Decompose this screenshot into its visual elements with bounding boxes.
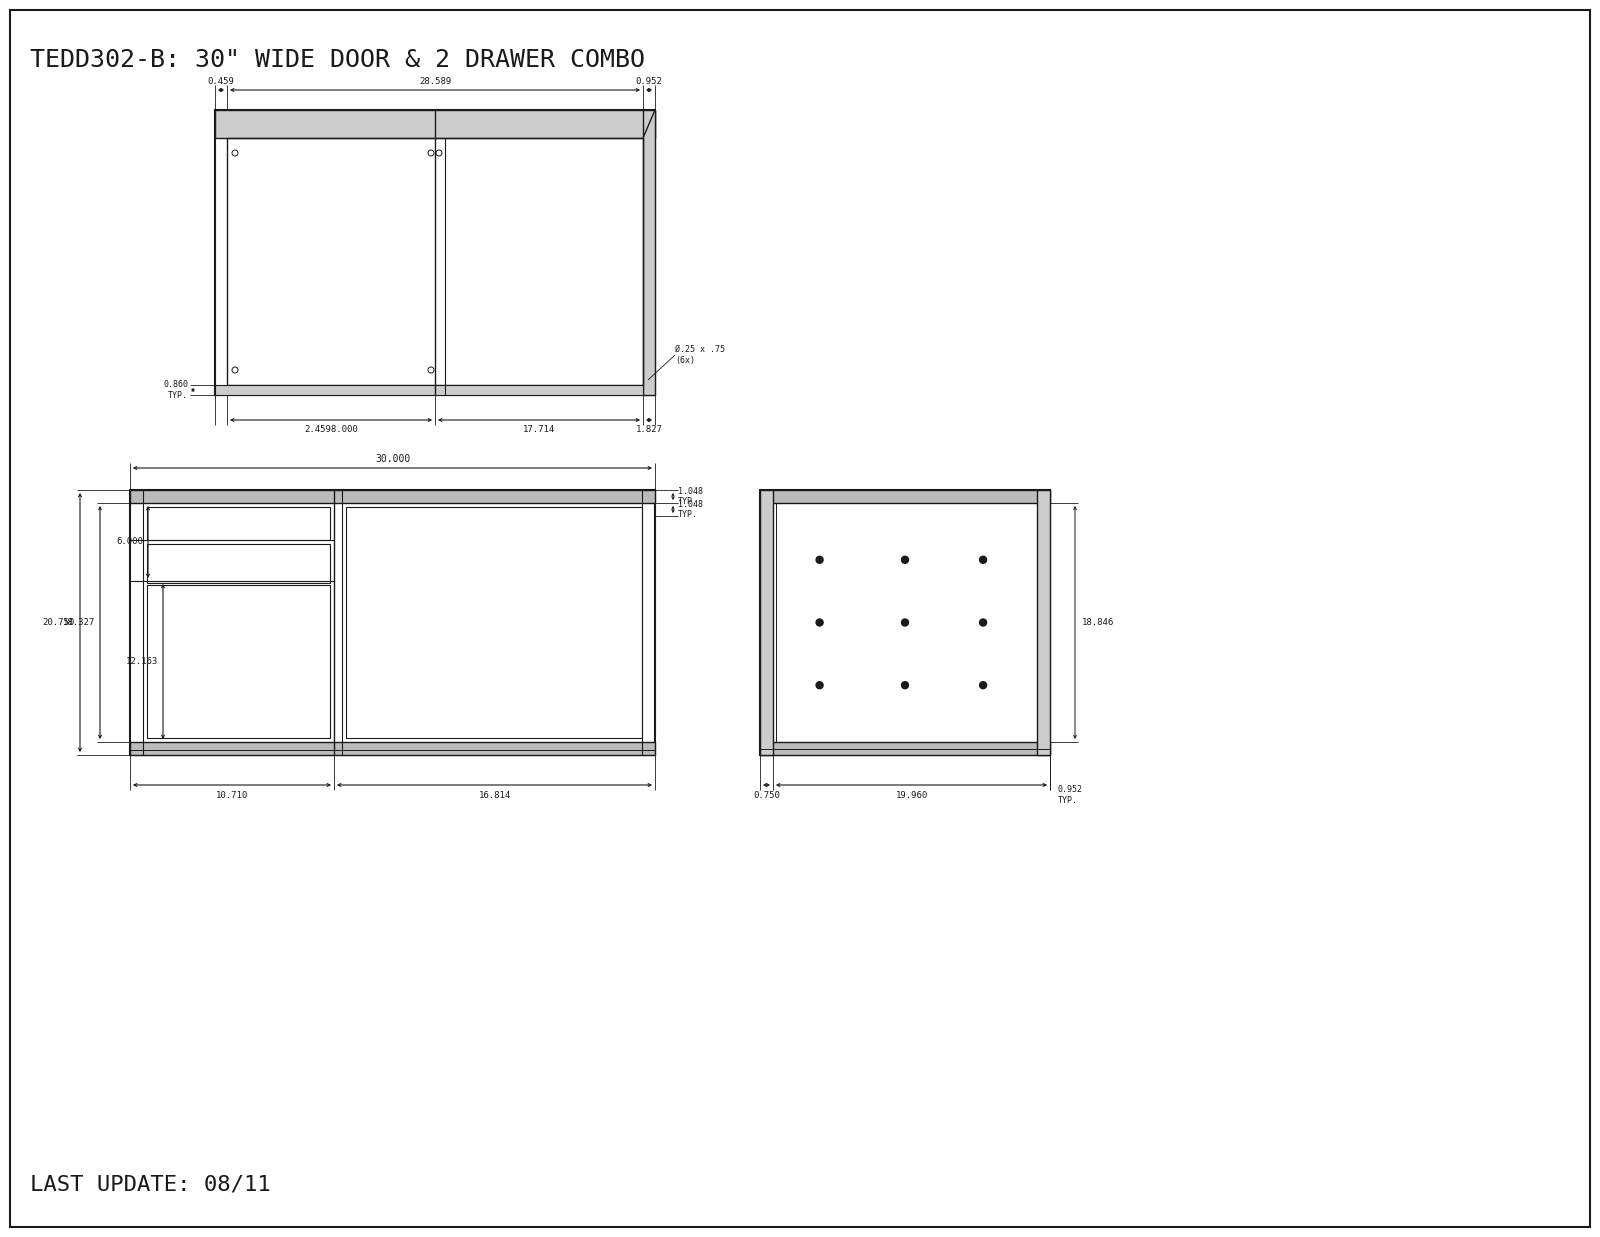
Bar <box>214 110 654 395</box>
Bar <box>147 507 330 541</box>
Text: 1.048
TYP.: 1.048 TYP. <box>678 487 702 506</box>
Text: 19.960: 19.960 <box>896 790 928 799</box>
Text: 1.048
TYP.: 1.048 TYP. <box>678 500 702 520</box>
Text: 16.814: 16.814 <box>478 790 510 799</box>
Text: 0.750: 0.750 <box>754 790 779 799</box>
Circle shape <box>901 618 909 626</box>
Bar <box>760 742 1050 755</box>
Bar <box>643 110 654 395</box>
Text: 0.860
TYP.: 0.860 TYP. <box>163 380 189 400</box>
Bar <box>147 544 330 583</box>
Text: 17.714: 17.714 <box>523 426 555 434</box>
Text: 10.710: 10.710 <box>216 790 248 799</box>
Circle shape <box>816 682 822 689</box>
Text: 18.846: 18.846 <box>1082 618 1114 627</box>
Circle shape <box>816 557 822 563</box>
Bar <box>130 490 654 503</box>
Circle shape <box>901 682 909 689</box>
Bar <box>346 507 642 738</box>
Bar <box>214 110 654 139</box>
Bar <box>1037 490 1050 755</box>
Text: 2.4598.000: 2.4598.000 <box>304 426 358 434</box>
Text: 18.327: 18.327 <box>62 618 94 627</box>
Text: 0.952: 0.952 <box>635 78 662 87</box>
Bar <box>760 490 773 755</box>
Text: 28.589: 28.589 <box>419 78 451 87</box>
Text: Ø.25 x .75
(6x): Ø.25 x .75 (6x) <box>675 345 725 365</box>
Text: LAST UPDATE: 08/11: LAST UPDATE: 08/11 <box>30 1175 270 1195</box>
Circle shape <box>816 618 822 626</box>
Circle shape <box>979 618 987 626</box>
Circle shape <box>979 557 987 563</box>
Text: TEDD302-B: 30" WIDE DOOR & 2 DRAWER COMBO: TEDD302-B: 30" WIDE DOOR & 2 DRAWER COMB… <box>30 48 645 72</box>
Bar <box>760 490 1050 755</box>
Bar <box>130 490 654 755</box>
Circle shape <box>901 557 909 563</box>
Text: 0.459: 0.459 <box>208 78 235 87</box>
Text: 20.750: 20.750 <box>43 618 75 627</box>
Bar <box>147 585 330 738</box>
Bar <box>130 742 654 755</box>
Bar <box>760 490 1050 503</box>
Text: 6.000: 6.000 <box>117 538 142 547</box>
Bar <box>227 139 643 385</box>
Text: 30.000: 30.000 <box>374 454 410 464</box>
Text: 0.952
TYP.: 0.952 TYP. <box>1058 785 1083 805</box>
Bar <box>214 385 643 395</box>
Text: 1.827: 1.827 <box>635 426 662 434</box>
Circle shape <box>979 682 987 689</box>
Text: 12.163: 12.163 <box>126 657 158 666</box>
